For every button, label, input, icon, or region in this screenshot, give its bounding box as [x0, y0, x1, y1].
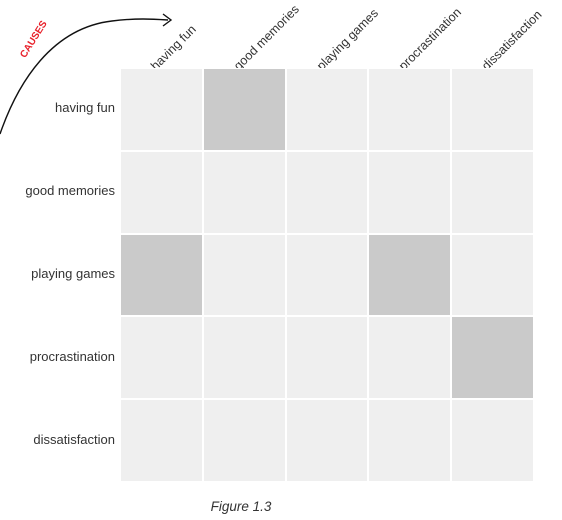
row-label-procrastination: procrastination — [29, 348, 115, 364]
matrix-cell-playing-games-to-dissatisfaction — [451, 233, 534, 317]
causes-arrow-curve — [0, 18, 169, 135]
matrix-cell-dissatisfaction-to-playing-games — [285, 399, 369, 482]
matrix-cell-procrastination-to-having-fun — [120, 316, 203, 400]
matrix-cell-playing-games-to-good-memories — [202, 233, 286, 317]
matrix-cell-having-fun-to-dissatisfaction — [451, 68, 534, 151]
matrix-cell-dissatisfaction-to-procrastination — [368, 399, 452, 482]
matrix-cell-good-memories-to-procrastination — [368, 150, 452, 234]
matrix-cell-procrastination-to-good-memories — [202, 316, 286, 400]
matrix-cell-good-memories-to-dissatisfaction — [451, 150, 534, 234]
matrix-cell-good-memories-to-good-memories — [202, 150, 286, 234]
matrix-cell-having-fun-to-having-fun — [120, 68, 203, 151]
matrix-cell-having-fun-to-procrastination — [368, 68, 452, 151]
matrix-cell-dissatisfaction-to-dissatisfaction — [451, 399, 534, 482]
figure-caption: Figure 1.3 — [210, 499, 272, 514]
matrix-cell-procrastination-to-procrastination — [368, 316, 452, 400]
causal-matrix — [120, 68, 534, 482]
matrix-cell-procrastination-to-playing-games — [285, 316, 369, 400]
matrix-cell-procrastination-to-dissatisfaction — [451, 316, 534, 400]
matrix-cell-having-fun-to-playing-games — [285, 68, 369, 151]
matrix-cell-dissatisfaction-to-having-fun — [120, 399, 203, 482]
matrix-cell-good-memories-to-playing-games — [285, 150, 369, 234]
matrix-cell-playing-games-to-playing-games — [285, 233, 369, 317]
row-label-dissatisfaction: dissatisfaction — [33, 431, 115, 447]
row-label-playing-games: playing games — [31, 266, 115, 281]
matrix-cell-good-memories-to-having-fun — [120, 150, 203, 234]
matrix-cell-playing-games-to-having-fun — [120, 233, 203, 317]
row-label-having-fun: having fun — [55, 100, 115, 116]
causes-arrow-head — [162, 13, 173, 27]
row-label-good-memories: good memories — [25, 183, 115, 199]
matrix-cell-having-fun-to-good-memories — [202, 68, 286, 151]
matrix-cell-dissatisfaction-to-good-memories — [202, 399, 286, 482]
matrix-cell-playing-games-to-procrastination — [368, 233, 452, 317]
